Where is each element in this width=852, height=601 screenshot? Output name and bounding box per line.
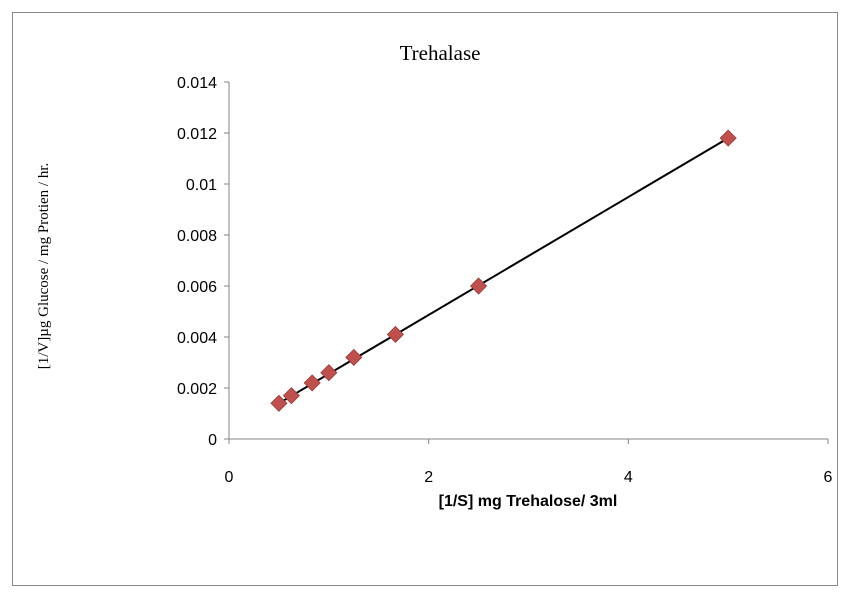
- data-point: [270, 394, 288, 412]
- y-tick-label: 0.008: [177, 228, 217, 245]
- y-axis-label: [1/V]µg Glucose / mg Protien / hr.: [36, 163, 52, 370]
- data-points: [270, 129, 737, 412]
- data-point: [345, 348, 363, 366]
- y-tick-label: 0.006: [177, 279, 217, 296]
- x-tick-label: 2: [424, 469, 433, 486]
- data-point: [386, 325, 404, 344]
- y-tick-label: 0.01: [186, 177, 217, 194]
- chart-title: Trehalase: [400, 41, 481, 65]
- x-axis-label: [1/S] mg Trehalose/ 3ml: [439, 493, 618, 510]
- data-point: [470, 277, 488, 295]
- y-tick-label: 0.004: [177, 330, 217, 347]
- data-point: [320, 364, 338, 382]
- data-point: [303, 374, 321, 392]
- y-tick-label: 0.002: [177, 381, 217, 398]
- chart-area: [12, 12, 838, 586]
- y-tick-label: 0.012: [177, 126, 217, 143]
- y-tick-label: 0: [208, 432, 217, 449]
- x-axis-ticks: 0 2 4 6: [225, 439, 833, 486]
- y-axis-ticks: 0 0.002 0.004 0.006 0.008 0.01 0.012 0.014: [177, 75, 229, 449]
- x-tick-label: 6: [824, 469, 833, 486]
- y-tick-label: 0.014: [177, 75, 217, 92]
- data-point: [282, 387, 300, 405]
- data-point: [719, 129, 737, 147]
- trendline: [278, 137, 729, 405]
- x-tick-label: 0: [225, 469, 234, 486]
- x-tick-label: 4: [624, 469, 633, 486]
